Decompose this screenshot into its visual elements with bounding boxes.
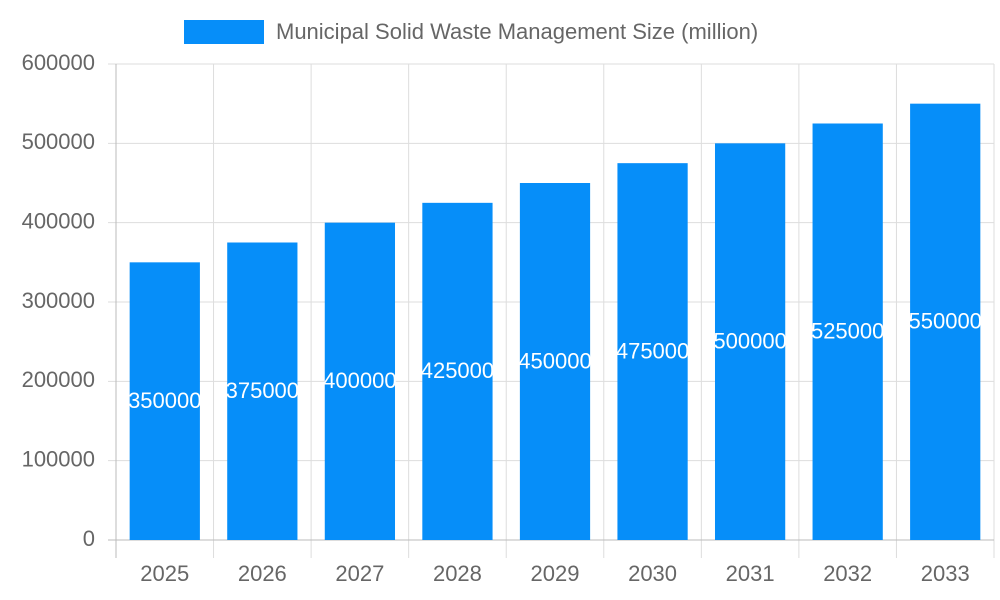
data-label: 525000: [811, 319, 884, 344]
data-label: 550000: [909, 309, 982, 334]
bar: [227, 242, 298, 540]
data-label: 500000: [713, 328, 786, 353]
bar: [324, 222, 396, 540]
data-label: 400000: [323, 368, 396, 393]
y-tick-label: 500000: [22, 129, 95, 154]
x-tick-label: 2026: [238, 561, 287, 586]
x-tick-label: 2027: [335, 561, 384, 586]
bar: [910, 103, 981, 541]
y-tick-label: 300000: [22, 288, 95, 313]
bar: [617, 163, 688, 540]
x-tick-label: 2025: [140, 561, 189, 586]
data-label: 475000: [616, 338, 689, 363]
bar: [422, 202, 493, 541]
x-tick-label: 2033: [921, 561, 970, 586]
data-label: 350000: [128, 388, 201, 413]
x-tick-label: 2029: [531, 561, 580, 586]
x-tick-label: 2030: [628, 561, 677, 586]
y-tick-label: 600000: [22, 50, 95, 75]
x-tick-label: 2031: [726, 561, 775, 586]
data-label: 375000: [226, 378, 299, 403]
bar: [519, 183, 591, 540]
legend: Municipal Solid Waste Management Size (m…: [184, 19, 758, 44]
data-label: 450000: [518, 348, 591, 373]
bar: [129, 262, 200, 540]
legend-swatch: [184, 20, 264, 44]
y-tick-label: 100000: [22, 446, 95, 471]
x-tick-label: 2028: [433, 561, 482, 586]
data-label: 425000: [421, 358, 494, 383]
legend-label: Municipal Solid Waste Management Size (m…: [276, 19, 758, 44]
bar: [812, 123, 883, 540]
bar: [714, 143, 786, 541]
y-tick-label: 200000: [22, 367, 95, 392]
y-tick-label: 0: [83, 526, 95, 551]
y-tick-label: 400000: [22, 208, 95, 233]
x-tick-label: 2032: [823, 561, 872, 586]
